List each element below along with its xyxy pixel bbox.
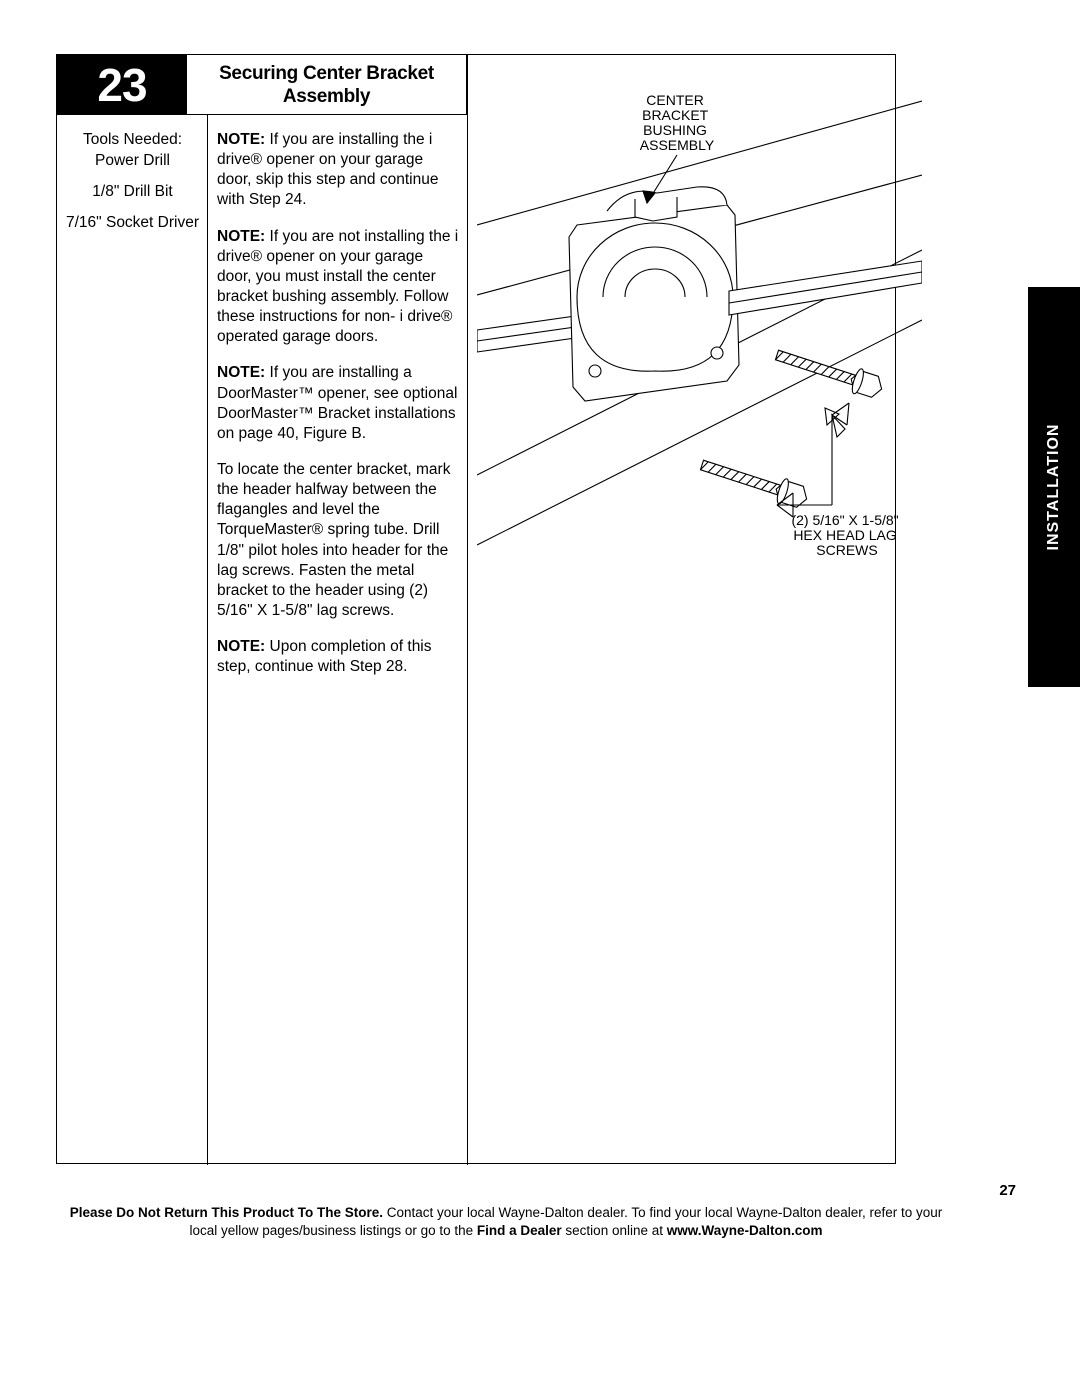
diagram-label-bottom: (2) 5/16" X 1-5/8" HEX HEAD LAG SCREWS	[791, 512, 902, 558]
note-2-body: If you are not installing the i drive® o…	[217, 228, 458, 346]
divider-left	[207, 115, 208, 1165]
footer-text: Please Do Not Return This Product To The…	[56, 1204, 956, 1239]
note-label: NOTE:	[217, 228, 265, 245]
section-tab: INSTALLATION	[1028, 287, 1080, 687]
note-label: NOTE:	[217, 131, 265, 148]
assembly-diagram: CENTER BRACKET BUSHING ASSEMBLY (2) 5/16…	[477, 65, 922, 585]
diagram-label-top: CENTER BRACKET BUSHING ASSEMBLY	[640, 92, 715, 153]
tool-item: 7/16" Socket Driver	[65, 213, 200, 234]
footer-bold-2: Find a Dealer	[477, 1223, 562, 1238]
tools-column: Tools Needed: Power Drill 1/8" Drill Bit…	[65, 130, 200, 244]
page-number: 27	[999, 1182, 1016, 1199]
section-tab-label: INSTALLATION	[1045, 287, 1063, 687]
footer-bold-3: www.Wayne-Dalton.com	[667, 1223, 823, 1238]
title-line-2: Assembly	[283, 86, 370, 107]
title-line-1: Securing Center Bracket	[219, 63, 434, 84]
paragraph-main: To locate the center bracket, mark the h…	[217, 460, 461, 621]
footer-bold-1: Please Do Not Return This Product To The…	[70, 1205, 383, 1220]
instructions-column: NOTE: If you are installing the i drive®…	[217, 130, 461, 693]
note-2: NOTE: If you are not installing the i dr…	[217, 227, 461, 348]
note-1: NOTE: If you are installing the i drive®…	[217, 130, 461, 211]
note-label: NOTE:	[217, 364, 265, 381]
divider-mid	[467, 55, 468, 1165]
tool-item: 1/8" Drill Bit	[65, 182, 200, 203]
tool-item: Power Drill	[65, 151, 200, 172]
step-title: Securing Center Bracket Assembly	[187, 55, 467, 115]
footer-text-2: section online at	[562, 1223, 667, 1238]
note-3: NOTE: If you are installing a DoorMaster…	[217, 363, 461, 444]
tools-heading: Tools Needed:	[65, 130, 200, 151]
manual-page: 23 Securing Center Bracket Assembly Tool…	[56, 54, 1016, 1294]
note-label: NOTE:	[217, 638, 265, 655]
step-number: 23	[57, 55, 187, 115]
note-5: NOTE: Upon completion of this step, cont…	[217, 637, 461, 677]
content-frame: 23 Securing Center Bracket Assembly Tool…	[56, 54, 896, 1164]
